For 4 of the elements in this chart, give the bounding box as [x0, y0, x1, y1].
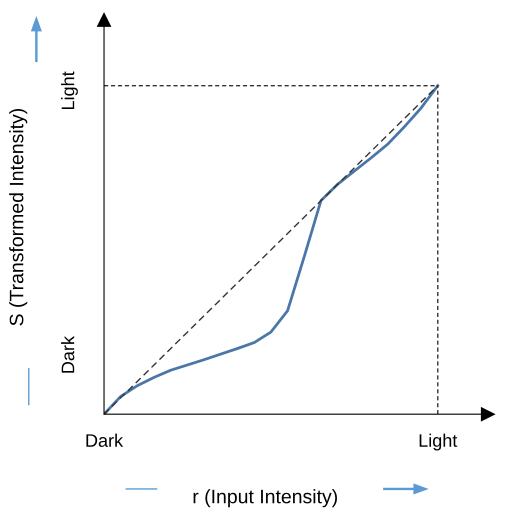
y-axis-title: S (Transformed Intensity): [9, 108, 28, 326]
x-axis-title: r (Input Intensity): [194, 489, 337, 508]
text: Dark: [61, 336, 74, 373]
text: Light: [61, 71, 78, 110]
